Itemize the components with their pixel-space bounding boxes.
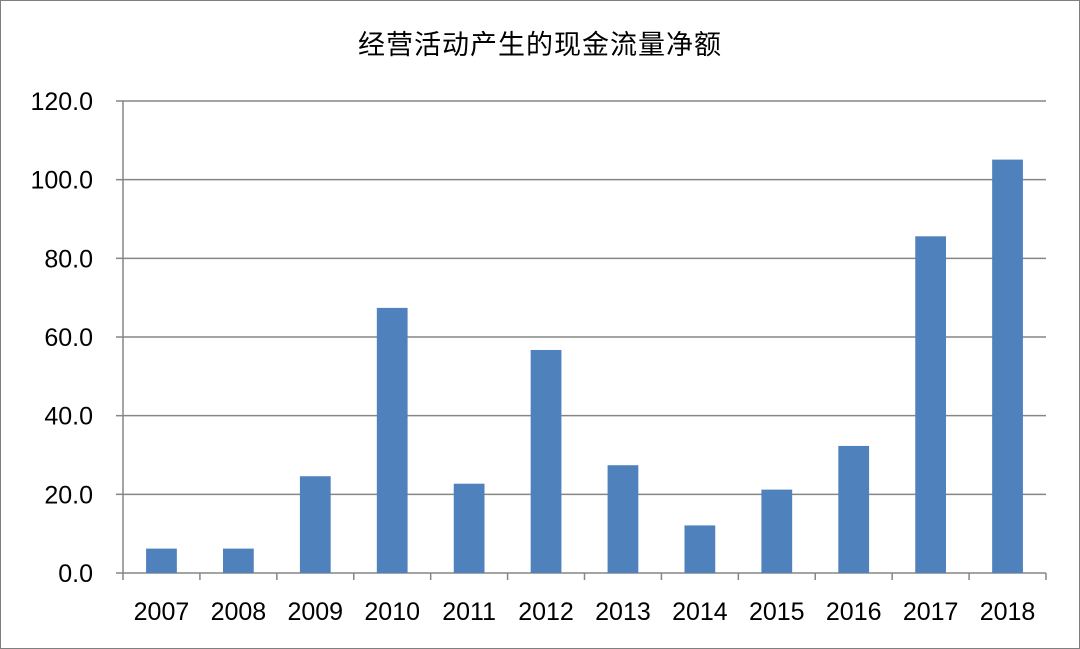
chart-title: 经营活动产生的现金流量净额 (358, 30, 722, 61)
x-tick-label: 2013 (595, 598, 651, 626)
x-tick-label: 2014 (672, 598, 728, 626)
y-tick-label: 120.0 (30, 88, 93, 116)
x-tick-label: 2009 (287, 598, 343, 626)
y-tick-label: 80.0 (44, 245, 93, 273)
x-tick-label: 2007 (134, 598, 190, 626)
bar (607, 465, 639, 573)
bar (915, 236, 947, 573)
bar (530, 349, 562, 573)
axes (116, 100, 1047, 580)
bar (453, 483, 485, 573)
bars (146, 159, 1023, 573)
x-tick-label: 2015 (749, 598, 805, 626)
bar (376, 307, 408, 573)
x-tick-label: 2010 (364, 598, 420, 626)
bar (222, 548, 254, 573)
bar (299, 476, 331, 573)
gridlines (123, 100, 1046, 496)
tick-labels: 0.0 20.0 40.0 60.0 80.0 100.0 120.0 2007 2008 200… (30, 88, 1035, 626)
y-tick-label: 40.0 (44, 403, 93, 431)
y-tick-label: 0.0 (58, 560, 93, 588)
x-tick-label: 2008 (211, 598, 267, 626)
x-tick-label: 2017 (903, 598, 959, 626)
y-tick-label: 100.0 (30, 167, 93, 195)
x-tick-label: 2016 (826, 598, 882, 626)
x-tick-label: 2011 (442, 598, 496, 626)
bar (684, 525, 716, 573)
bar (838, 445, 870, 573)
bar (761, 489, 793, 573)
x-tick-label: 2012 (518, 598, 574, 626)
bar (146, 548, 177, 573)
x-tick-label: 2018 (980, 598, 1036, 626)
y-tick-label: 20.0 (44, 481, 93, 509)
bar (992, 159, 1023, 573)
y-tick-label: 60.0 (44, 324, 93, 352)
